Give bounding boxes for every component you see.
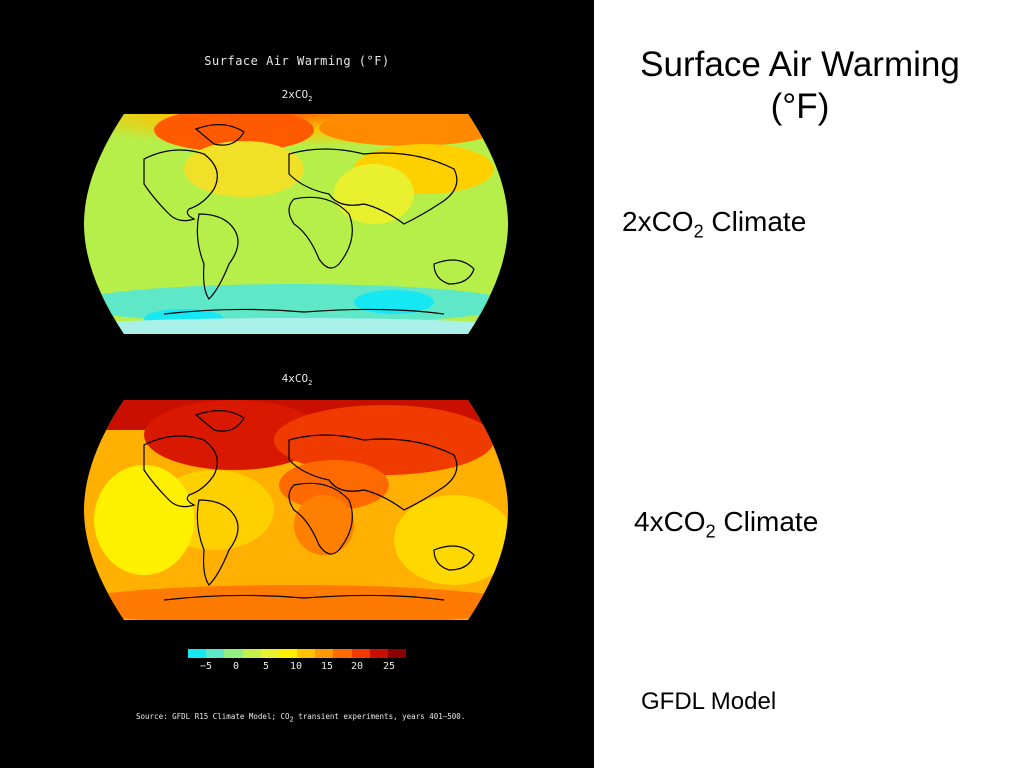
colorbar-tick-label: 15 — [320, 661, 334, 672]
map-4xco2 — [84, 400, 508, 620]
colorbar-tick-label: 20 — [350, 661, 364, 672]
colorbar-swatch — [297, 649, 316, 658]
label-2xco2-climate: 2xCO2 Climate — [622, 206, 807, 242]
colorbar-swatch — [188, 649, 207, 658]
model-label: GFDL Model — [641, 688, 777, 715]
panel-label-2xco2: 2xCO2 — [281, 88, 313, 104]
colorbar-swatch — [333, 649, 352, 658]
panel-label-4xco2: 4xCO2 — [281, 372, 313, 388]
colorbar-swatch — [260, 649, 279, 658]
colorbar — [188, 649, 407, 658]
colorbar-tick-label: 0 — [232, 661, 240, 672]
figure-panel: Surface Air Warming (°F) 2xCO2 — [0, 0, 594, 768]
colorbar-swatch — [387, 649, 407, 658]
slide-title: Surface Air Warming (°F) — [640, 45, 960, 126]
label-4xco2-climate: 4xCO2 Climate — [634, 506, 819, 542]
colorbar-swatch — [351, 649, 370, 658]
figure-title: Surface Air Warming (°F) — [204, 54, 390, 68]
colorbar-tick-label: −5 — [199, 661, 213, 672]
colorbar-swatch — [369, 649, 388, 658]
map-2xco2 — [84, 114, 508, 334]
colorbar-swatch — [315, 649, 334, 658]
colorbar-swatch — [278, 649, 298, 658]
colorbar-swatch — [242, 649, 261, 658]
colorbar-tick-label: 25 — [382, 661, 396, 672]
source-note: Source: GFDL R15 Climate Model; CO2 tran… — [136, 712, 466, 724]
colorbar-swatch — [206, 649, 225, 658]
colorbar-swatch — [224, 649, 243, 658]
colorbar-tick-label: 5 — [262, 661, 270, 672]
colorbar-tick-label: 10 — [289, 661, 303, 672]
